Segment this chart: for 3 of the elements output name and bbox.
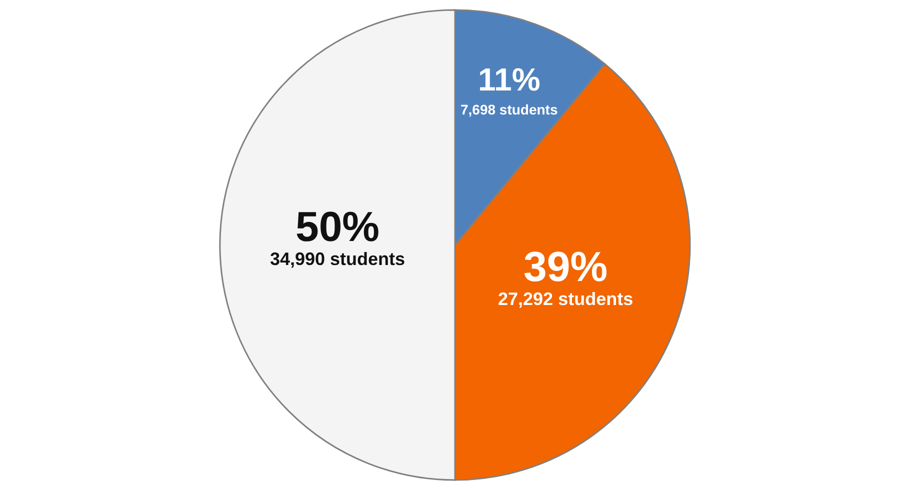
data-label: 50% 34,990 students	[270, 203, 406, 269]
data-label: 11% 7,698 students	[460, 62, 558, 118]
data-label: 39% 27,292 students	[498, 242, 634, 309]
